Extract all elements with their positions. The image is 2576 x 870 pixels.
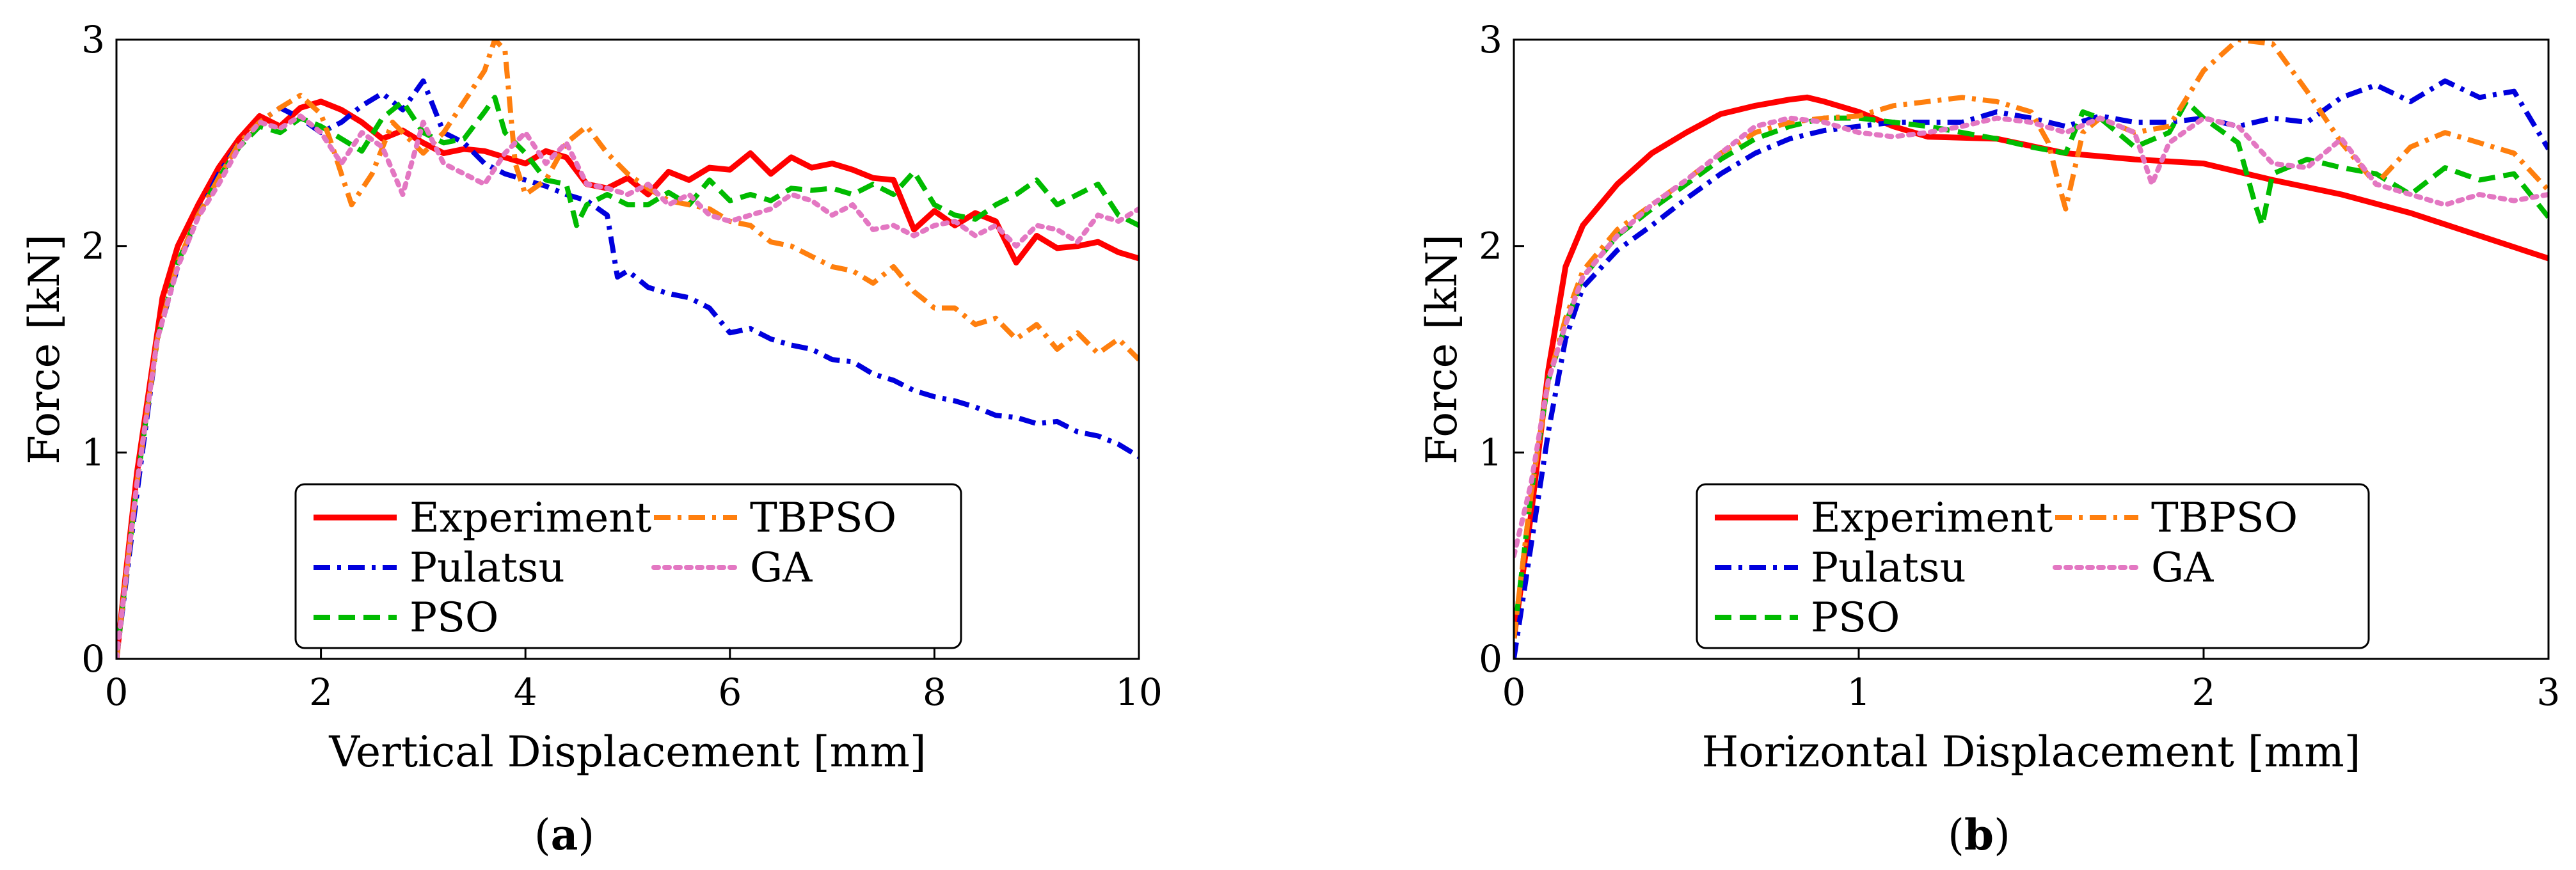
series-line-pso bbox=[1514, 99, 2548, 639]
legend-label-ga: GA bbox=[2151, 544, 2214, 592]
series-line-experiment bbox=[116, 99, 1139, 659]
y-tick-label: 3 bbox=[81, 18, 105, 61]
panel-caption-letter: b bbox=[1964, 810, 1994, 860]
y-tick-label: 1 bbox=[81, 431, 105, 474]
y-axis-label: Force [kN] bbox=[1417, 234, 1467, 464]
y-tick-label: 0 bbox=[1479, 637, 1502, 681]
x-axis-label: Vertical Displacement [mm] bbox=[328, 727, 926, 777]
series-line-ga bbox=[1514, 115, 2548, 558]
legend-box bbox=[294, 483, 962, 649]
panel-caption: (b) bbox=[1948, 810, 2010, 860]
y-axis-label: Force [kN] bbox=[20, 234, 69, 464]
x-tick-label: 0 bbox=[1502, 670, 1526, 714]
x-tick-label: 0 bbox=[105, 670, 129, 714]
panel-a: 0 2 4 6 8 10 0 1 2 3 Vertical Displacement [mm] For… bbox=[20, 18, 1163, 860]
series-group bbox=[1514, 40, 2548, 659]
y-tick-label: 1 bbox=[1479, 431, 1502, 474]
panel-b: 0 1 2 3 0 1 2 3 Horizontal Displacement [mm] Forc… bbox=[1417, 18, 2560, 860]
y-tick-label: 0 bbox=[81, 637, 105, 681]
x-tick-label: 8 bbox=[923, 670, 946, 714]
x-tick-label: 2 bbox=[2192, 670, 2216, 714]
x-tick-label: 10 bbox=[1115, 670, 1163, 714]
y-tick-label: 2 bbox=[81, 225, 105, 268]
legend-label-pso: PSO bbox=[409, 594, 498, 642]
x-axis-label: Horizontal Displacement [mm] bbox=[1702, 727, 2361, 777]
x-tick-label: 2 bbox=[309, 670, 333, 714]
plot-frame bbox=[1513, 38, 2550, 660]
series-group bbox=[116, 40, 1139, 659]
legend-label-experiment: Experiment bbox=[1811, 494, 2053, 542]
x-tick-label: 1 bbox=[1847, 670, 1871, 714]
plot-frame bbox=[115, 38, 1140, 660]
series-line-pulatsu bbox=[116, 78, 1139, 659]
series-line-tbpso bbox=[116, 40, 1139, 659]
x-tick-label: 4 bbox=[514, 670, 537, 714]
legend-label-pso: PSO bbox=[1811, 594, 1900, 642]
y-tick-label: 2 bbox=[1479, 225, 1502, 268]
series-line-ga bbox=[116, 113, 1139, 659]
series-line-pulatsu bbox=[1514, 78, 2548, 659]
y-tick-label: 3 bbox=[1479, 18, 1502, 61]
legend-label-tbpso: TBPSO bbox=[2151, 494, 2298, 542]
x-tick-label: 6 bbox=[718, 670, 742, 714]
legend-label-tbpso: TBPSO bbox=[750, 494, 896, 542]
legend-box bbox=[1696, 483, 2370, 649]
x-tick-label: 3 bbox=[2537, 670, 2561, 714]
panel-caption: (a) bbox=[534, 810, 594, 860]
legend-label-pulatsu: Pulatsu bbox=[1811, 544, 1966, 592]
legend-label-ga: GA bbox=[750, 544, 813, 592]
legend-label-experiment: Experiment bbox=[409, 494, 652, 542]
legend-label-pulatsu: Pulatsu bbox=[409, 544, 565, 592]
panel-caption-letter: a bbox=[551, 810, 578, 860]
